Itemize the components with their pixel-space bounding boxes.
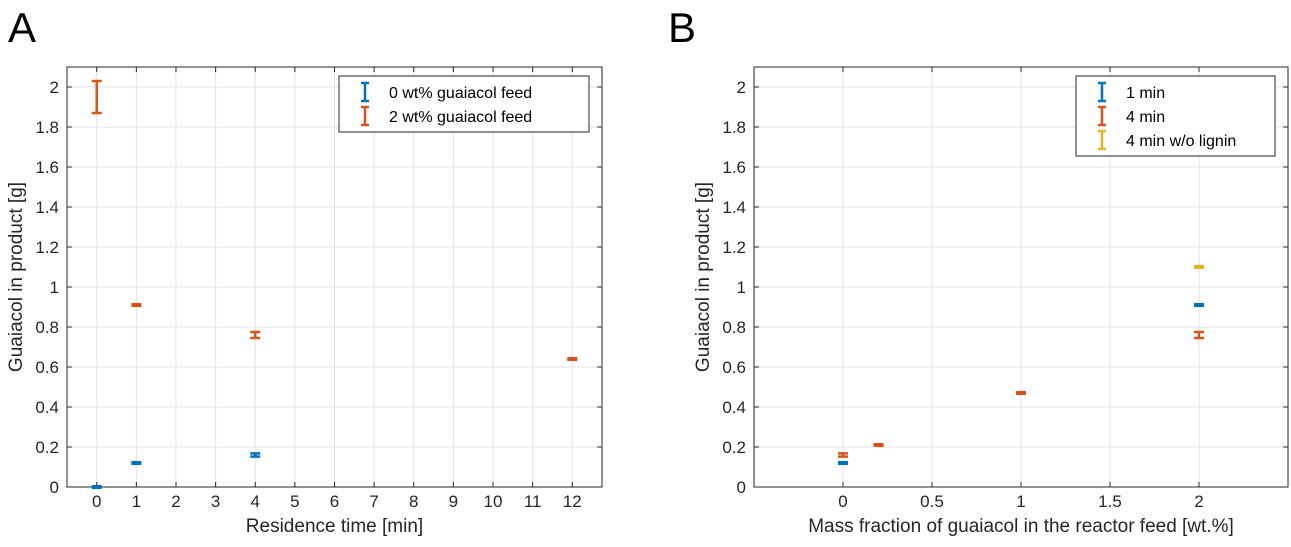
panel-label: B (668, 4, 696, 51)
x-tick-label: 10 (484, 492, 503, 511)
data-point (91, 484, 102, 490)
y-tick-label: 1.8 (35, 118, 59, 137)
x-tick-label: 0 (838, 492, 847, 511)
x-tick-label: 1.5 (1098, 492, 1122, 511)
y-tick-label: 2 (737, 78, 746, 97)
data-point (1016, 390, 1026, 396)
x-tick-label: 9 (449, 492, 458, 511)
legend-item: 2 wt% guaiacol feed (361, 105, 532, 127)
legend-label: 4 min (1126, 109, 1165, 126)
legend-label: 0 wt% guaiacol feed (389, 85, 532, 102)
y-tick-label: 1 (737, 278, 746, 297)
series-1 (838, 330, 1204, 458)
x-tick-label: 7 (369, 492, 378, 511)
data-point (131, 460, 142, 466)
x-tick-label: 1 (1016, 492, 1025, 511)
data-point (567, 356, 578, 362)
data-point (1194, 330, 1204, 340)
x-axis-label: Residence time [min] (246, 516, 423, 537)
chart-panel-a: 0 1 2 3 4 5 6 7 8 9 10 11 1200.20.40.60.811.21.41.61… (6, 4, 603, 537)
series-2 (1194, 264, 1204, 270)
y-tick-label: 0.2 (35, 438, 59, 457)
y-tick-label: 2 (50, 78, 59, 97)
legend-label: 4 min w/o lignin (1126, 133, 1236, 150)
y-tick-label: 1.6 (722, 158, 746, 177)
y-tick-label: 0.2 (722, 438, 746, 457)
panel-label: A (8, 4, 36, 51)
x-axis-label: Mass fraction of guaiacol in the reactor… (808, 516, 1234, 537)
y-tick-label: 1 (50, 278, 59, 297)
x-tick-label: 11 (524, 492, 542, 511)
x-tick-label: 4 (251, 492, 260, 511)
legend-label: 1 min (1126, 85, 1165, 102)
x-tick-label: 3 (211, 492, 220, 511)
data-point (131, 302, 142, 308)
x-tick-label: 2 (1194, 492, 1203, 511)
legend-item: 1 min (1098, 81, 1165, 103)
data-point (838, 460, 848, 466)
y-tick-label: 1.4 (722, 198, 746, 217)
series-1 (91, 79, 578, 362)
data-point (1194, 264, 1204, 270)
y-tick-label: 0.6 (35, 358, 59, 377)
legend-box (1075, 75, 1276, 157)
y-tick-label: 0 (50, 478, 59, 497)
y-axis-label: Guaiacol in product [g] (693, 182, 714, 372)
y-tick-label: 0 (737, 478, 746, 497)
x-tick-label: 1 (132, 492, 141, 511)
legend-box (338, 75, 590, 133)
y-tick-label: 1.6 (35, 158, 59, 177)
y-tick-label: 0.8 (722, 318, 746, 337)
data-point (250, 452, 261, 458)
legend: 1 min 4 min 4 min w/o lignin (1075, 75, 1276, 157)
x-tick-label: 12 (563, 492, 582, 511)
data-point (250, 330, 261, 340)
x-tick-label: 5 (290, 492, 299, 511)
legend: 0 wt% guaiacol feed 2 wt% guaiacol feed (338, 75, 590, 133)
data-point (838, 452, 848, 458)
y-tick-label: 0.8 (35, 318, 59, 337)
x-tick-label: 0.5 (920, 492, 944, 511)
y-tick-label: 1.4 (35, 198, 59, 217)
x-tick-label: 0 (92, 492, 101, 511)
y-tick-label: 1.2 (722, 238, 746, 257)
data-point (1194, 302, 1204, 308)
data-point (873, 442, 884, 448)
series-0 (91, 452, 261, 490)
legend-item: 4 min w/o lignin (1098, 129, 1236, 151)
y-axis-label: Guaiacol in product [g] (6, 182, 27, 372)
legend-item: 0 wt% guaiacol feed (361, 81, 532, 103)
y-tick-label: 1.8 (722, 118, 746, 137)
legend-item: 4 min (1098, 105, 1165, 127)
x-tick-label: 6 (330, 492, 339, 511)
y-tick-label: 0.4 (35, 398, 59, 417)
y-tick-label: 1.2 (35, 238, 59, 257)
series-0 (838, 302, 1204, 466)
x-tick-label: 8 (409, 492, 418, 511)
y-tick-label: 0.6 (722, 358, 746, 377)
y-tick-label: 0.4 (722, 398, 746, 417)
legend-label: 2 wt% guaiacol feed (389, 109, 532, 126)
data-point (91, 79, 102, 115)
chart-panel-b: 0 0.5 1 1.5 2 0 0.2 0.4 0.6 0.8 1 1.2 1.4 1.6 1.8 2 Mass… (668, 4, 1289, 537)
x-tick-label: 2 (171, 492, 180, 511)
